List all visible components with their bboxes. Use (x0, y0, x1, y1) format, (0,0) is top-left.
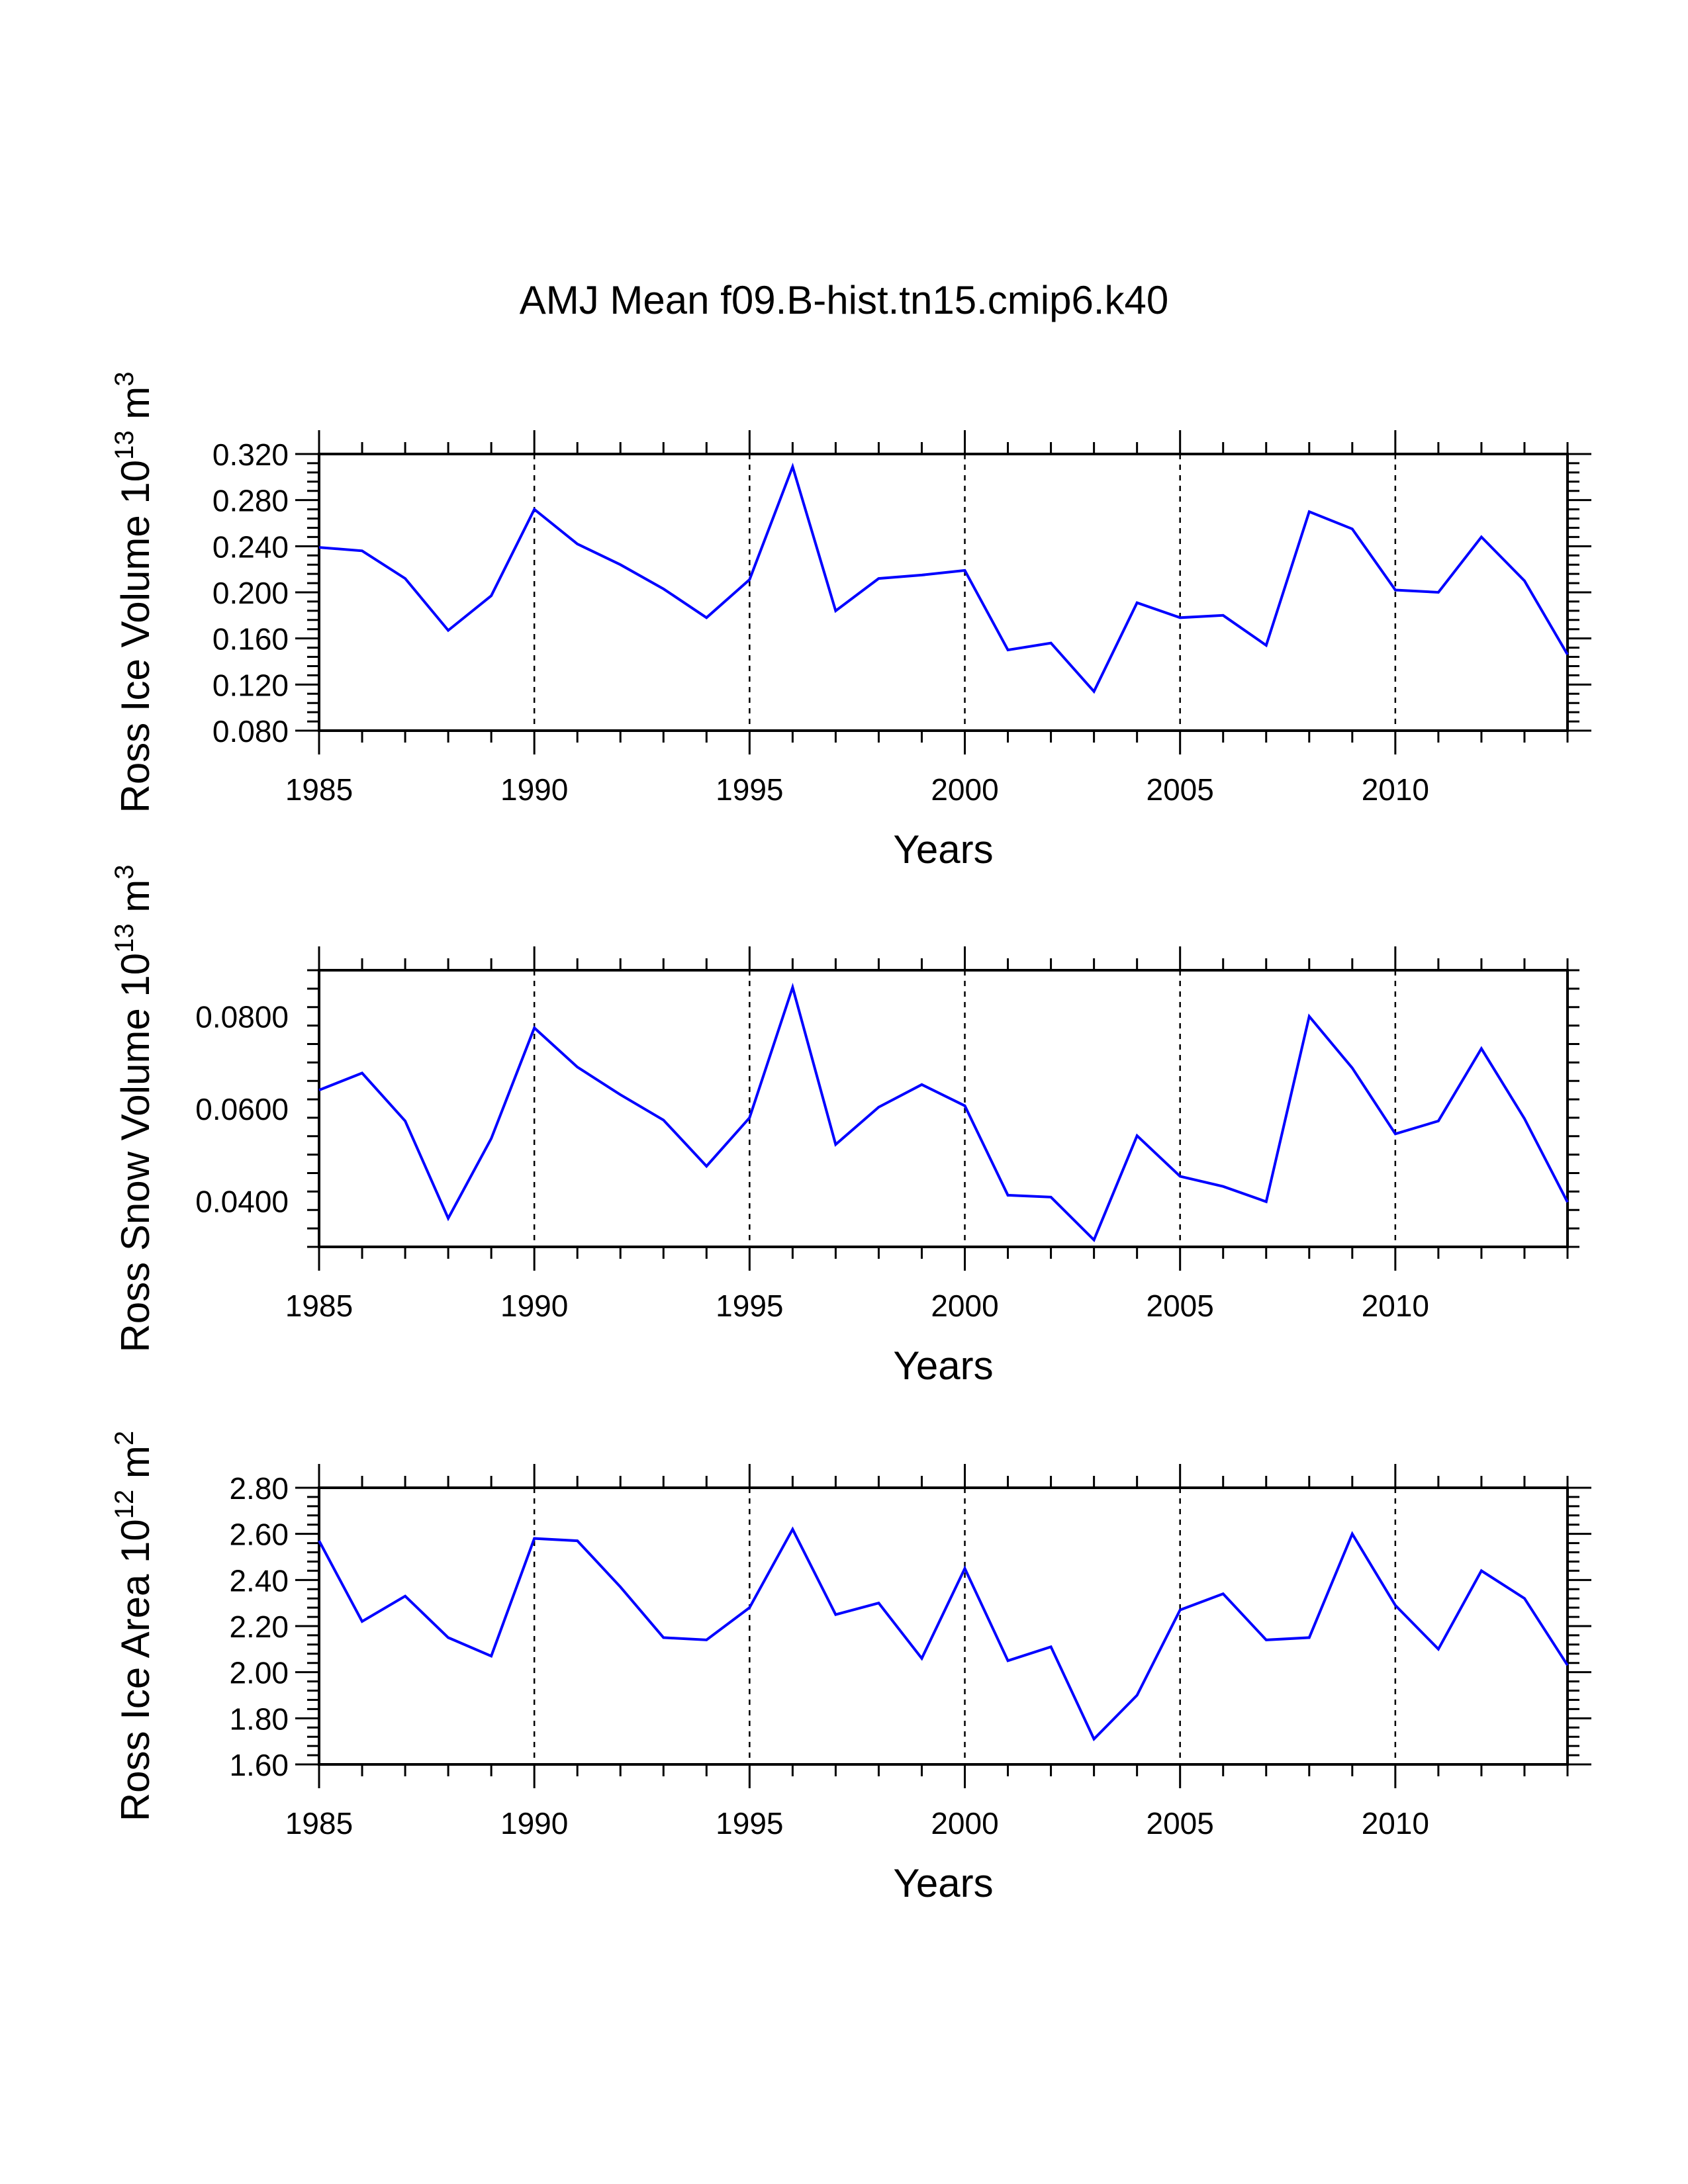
chart-2-xtick-label-5: 2010 (1362, 1806, 1429, 1841)
chart-0-xtick-label-0: 1985 (285, 772, 353, 807)
chart-2-ylabel-exponent: 12 (110, 1490, 139, 1520)
chart-1-ylabel: Ross Snow Volume 1013 m3 (110, 864, 158, 1352)
chart-0-series-line (318, 462, 1569, 694)
chart-2-ytick-label-2: 2.00 (229, 1656, 289, 1690)
chart-2-ylabel-unit-exponent: 2 (110, 1431, 139, 1445)
chart-1-xtick-label-2: 1995 (716, 1289, 783, 1323)
chart-2-ytick-label-4: 2.40 (229, 1563, 289, 1598)
chart-2-ylabel-unit: m (113, 1445, 158, 1490)
chart-0-ytick-label-2: 0.160 (212, 622, 289, 657)
chart-0-ylabel-unit-exponent: 3 (110, 371, 139, 386)
chart-2-plot-frame (318, 1486, 1569, 1766)
chart-0-ylabel: Ross Ice Volume 1013 m3 (110, 371, 158, 813)
chart-2-ylabel: Ross Ice Area 1012 m2 (110, 1431, 158, 1821)
chart-1-xtick-label-0: 1985 (285, 1289, 353, 1323)
chart-0-xtick-label-5: 2010 (1362, 772, 1429, 807)
chart-1-ytick-label-1: 0.0600 (195, 1092, 289, 1126)
chart-2-ytick-label-1: 1.80 (229, 1702, 289, 1736)
figure-title: AMJ Mean f09.B-hist.tn15.cmip6.k40 (520, 278, 1168, 322)
chart-2-ytick-label-6: 2.80 (229, 1471, 289, 1506)
panel-ross-ice-volume: 0.080 0.120 0.160 0.200 0.240 0.280 0.320 1985 1… (110, 371, 1591, 872)
panel-ross-ice-area: 1.60 1.80 2.00 2.20 2.40 2.60 2.80 1985 1990 1995… (110, 1431, 1591, 1905)
chart-1-xtick-label-4: 2005 (1147, 1289, 1214, 1323)
chart-2-xtick-label-1: 1990 (500, 1806, 568, 1841)
chart-2-xtick-label-4: 2005 (1147, 1806, 1214, 1841)
chart-2-ytick-label-5: 2.60 (229, 1518, 289, 1552)
chart-0-ylabel-main: Ross Ice Volume 10 (113, 460, 158, 813)
chart-1-ylabel-main: Ross Snow Volume 10 (113, 953, 158, 1353)
chart-0-xtick-label-3: 2000 (931, 772, 998, 807)
chart-0-ytick-label-1: 0.120 (212, 668, 289, 702)
chart-1-ylabel-exponent: 13 (110, 923, 139, 953)
chart-2-xtick-label-0: 1985 (285, 1806, 353, 1841)
chart-0-plot-frame (318, 453, 1569, 732)
chart-0-ytick-label-4: 0.240 (212, 529, 289, 564)
chart-0-xlabel: Years (893, 827, 993, 872)
chart-0-xtick-label-4: 2005 (1147, 772, 1214, 807)
chart-1-xlabel: Years (893, 1343, 993, 1388)
chart-0-xtick-label-2: 1995 (716, 772, 783, 807)
chart-1-ytick-label-2: 0.0800 (195, 1000, 289, 1034)
chart-1-ytick-label-0: 0.0400 (195, 1184, 289, 1218)
chart-2-series-line (318, 1526, 1569, 1742)
chart-2-xtick-label-3: 2000 (931, 1806, 998, 1841)
chart-1-plot-frame (318, 969, 1569, 1248)
chart-2-ylabel-main: Ross Ice Area 10 (113, 1519, 158, 1821)
chart-2-xlabel: Years (893, 1861, 993, 1905)
chart-0-ytick-label-0: 0.080 (212, 714, 289, 749)
chart-1-xtick-label-1: 1990 (500, 1289, 568, 1323)
chart-2-ytick-label-0: 1.60 (229, 1748, 289, 1782)
chart-0-ylabel-unit: m (113, 387, 158, 431)
chart-0-ytick-label-5: 0.280 (212, 484, 289, 518)
chart-2-ytick-label-3: 2.20 (229, 1610, 289, 1644)
chart-1-xtick-label-5: 2010 (1362, 1289, 1429, 1323)
chart-0-ytick-label-3: 0.200 (212, 576, 289, 610)
chart-1-ylabel-unit-exponent: 3 (110, 864, 139, 879)
chart-1-xtick-label-3: 2000 (931, 1289, 998, 1323)
chart-0-ytick-label-6: 0.320 (212, 437, 289, 472)
chart-0-xtick-label-1: 1990 (500, 772, 568, 807)
chart-1-ylabel-unit: m (113, 880, 158, 924)
panel-ross-snow-volume: 0.0400 0.0600 0.0800 1985 1990 1995 2000 2005 20… (110, 864, 1579, 1388)
chart-2-xtick-label-2: 1995 (716, 1806, 783, 1841)
chart-1-series-line (318, 982, 1569, 1243)
chart-0-ylabel-exponent: 13 (110, 430, 139, 460)
